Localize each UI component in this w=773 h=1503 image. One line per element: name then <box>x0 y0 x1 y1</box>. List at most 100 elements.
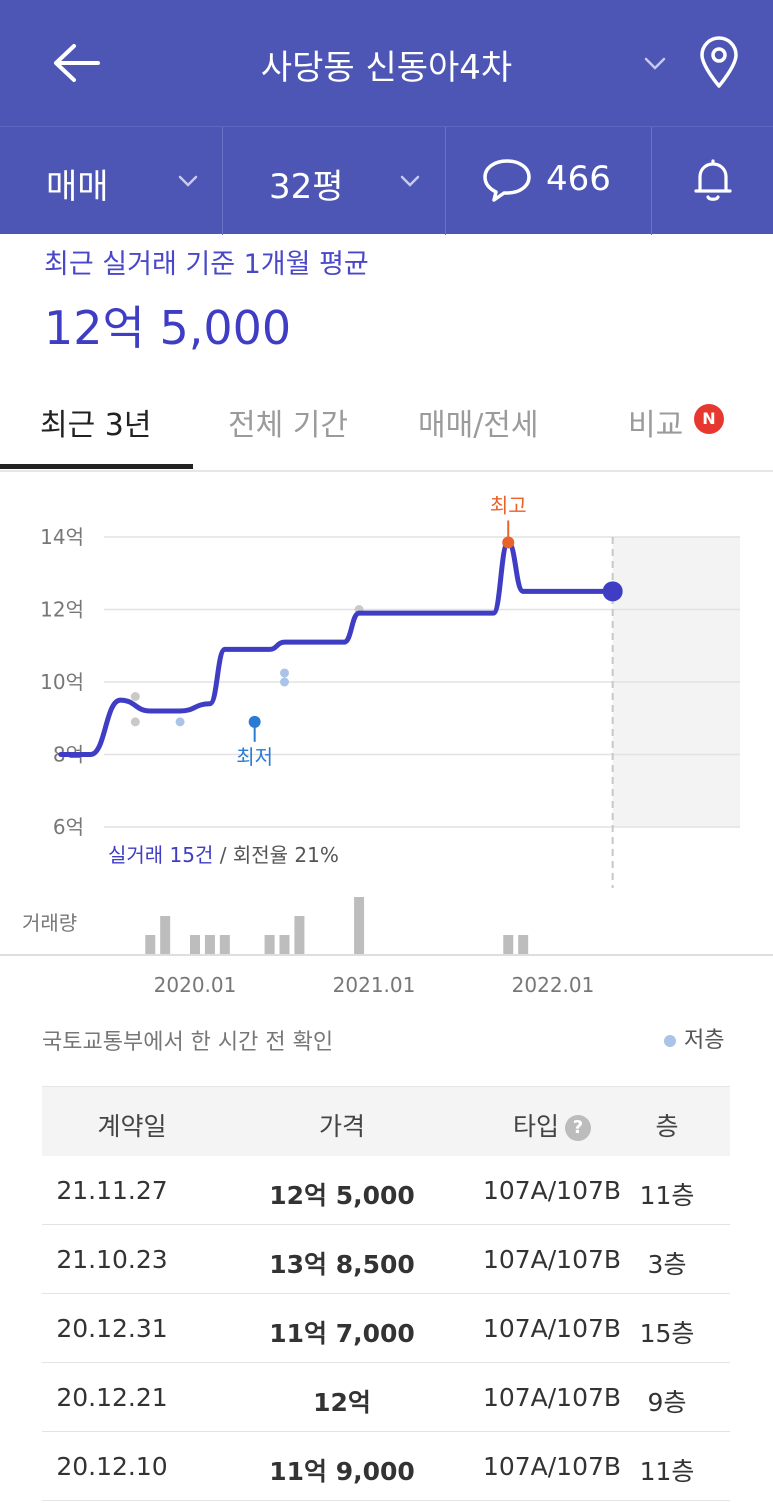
average-label: 최근 실거래 기준 1개월 평균 <box>44 249 369 280</box>
table-header: 계약일 가격 타입? 층 <box>42 1086 730 1156</box>
chat-bubble-icon <box>483 159 531 202</box>
chevron-down-icon <box>400 175 420 187</box>
turnover-rate: / 회전율 21% <box>213 843 338 867</box>
volume-bar <box>294 916 305 954</box>
volume-bar <box>160 916 171 954</box>
new-badge: N <box>694 404 724 434</box>
cell-floor: 11층 <box>639 1457 695 1486</box>
bell-icon <box>694 159 732 201</box>
trade-point <box>130 692 140 701</box>
cell-date: 20.12.10 <box>56 1452 168 1481</box>
cell-type: 107A/107B <box>482 1314 622 1343</box>
cell-floor: 3층 <box>647 1250 687 1279</box>
volume-bar <box>219 935 230 954</box>
y-tick-label: 10억 <box>40 670 84 694</box>
tab-trade-lease[interactable]: 매매/전세 <box>418 408 539 443</box>
header-floor: 층 <box>655 1112 679 1141</box>
location-pin-icon[interactable] <box>696 36 742 90</box>
y-tick-label: 12억 <box>40 598 84 622</box>
y-tick-label: 6억 <box>53 815 84 839</box>
low-floor-dot <box>664 1035 676 1047</box>
volume-bar <box>264 935 275 954</box>
cell-type: 107A/107B <box>482 1176 622 1205</box>
tab-compare[interactable]: 비교 <box>628 408 684 443</box>
price-chart[interactable]: 14억 12억 10억 8억 6억 최고 최저 실거래 15건 / 회전율 21% 거래량 202… <box>0 472 773 1012</box>
trade-stats: 실거래 15건 / 회전율 21% <box>108 843 339 867</box>
page-title[interactable]: 사당동 신동아4차 <box>260 48 513 88</box>
trade-point <box>130 717 140 727</box>
chevron-down-icon <box>178 175 198 187</box>
volume-bar <box>518 935 529 954</box>
period-tabs: 최근 3년 전체 기간 매매/전세 비교 N <box>0 380 773 472</box>
trade-count: 실거래 15건 <box>108 843 213 867</box>
low-floor-point <box>175 717 185 727</box>
cell-price: 13억 8,500 <box>269 1250 415 1279</box>
header-date: 계약일 <box>97 1112 167 1141</box>
average-price: 12억 5,000 <box>44 301 292 355</box>
volume-bar <box>204 935 215 954</box>
table-row[interactable]: 20.12.21 12억 107A/107B 9층 <box>42 1363 730 1432</box>
top-bar: 사당동 신동아4차 <box>0 0 773 126</box>
chevron-down-icon[interactable] <box>640 48 670 78</box>
header-type: 타입? <box>482 1107 622 1143</box>
x-tick-label: 2022.01 <box>512 973 595 997</box>
cell-floor: 9층 <box>647 1388 687 1417</box>
size-label: 32평 <box>269 167 344 207</box>
current-price-dot <box>602 581 623 602</box>
size-dropdown[interactable]: 32평 <box>223 127 445 235</box>
header-price: 가격 <box>318 1112 365 1141</box>
low-marker <box>248 715 261 728</box>
y-tick-label: 14억 <box>40 525 84 549</box>
table-row[interactable]: 21.11.27 12억 5,000 107A/107B 11층 <box>42 1156 730 1225</box>
cell-price: 11억 9,000 <box>269 1457 415 1486</box>
low-floor-point <box>280 668 289 678</box>
tab-all-period[interactable]: 전체 기간 <box>228 408 348 443</box>
tab-recent-3y[interactable]: 최근 3년 <box>40 408 152 443</box>
high-marker <box>502 536 515 549</box>
cell-price: 12억 5,000 <box>269 1181 415 1210</box>
filter-bar: 매매 32평 466 <box>0 126 773 235</box>
divider <box>222 127 223 235</box>
cell-date: 20.12.21 <box>56 1383 168 1412</box>
x-tick-label: 2020.01 <box>154 973 237 997</box>
cell-floor: 11층 <box>639 1181 695 1210</box>
cell-price: 11억 7,000 <box>269 1319 415 1348</box>
volume-bar <box>354 897 365 954</box>
trade-type-dropdown[interactable]: 매매 <box>0 127 222 235</box>
volume-bar <box>279 935 290 954</box>
active-tab-indicator <box>0 464 193 469</box>
cell-type: 107A/107B <box>482 1245 622 1274</box>
cell-date: 21.10.23 <box>56 1245 168 1274</box>
table-row[interactable]: 21.10.23 13억 8,500 107A/107B 3층 <box>42 1225 730 1294</box>
comments-button[interactable]: 466 <box>446 127 651 235</box>
header-type-label: 타입 <box>512 1112 559 1141</box>
trade-type-label: 매매 <box>46 167 109 207</box>
table-row[interactable]: 20.12.10 11억 9,000 107A/107B 11층 <box>42 1432 730 1501</box>
cell-price: 12억 <box>313 1388 371 1417</box>
volume-label: 거래량 <box>22 911 77 935</box>
low-floor-label: 저층 <box>684 1028 725 1053</box>
cell-date: 21.11.27 <box>56 1176 168 1205</box>
notification-button[interactable] <box>652 127 773 235</box>
divider <box>651 127 652 235</box>
comment-count: 466 <box>546 159 611 199</box>
volume-bar <box>145 935 156 954</box>
cell-type: 107A/107B <box>482 1383 622 1412</box>
source-note: 국토교통부에서 한 시간 전 확인 <box>42 1030 334 1055</box>
question-icon[interactable]: ? <box>565 1115 591 1141</box>
back-arrow-icon[interactable] <box>50 38 106 88</box>
cell-floor: 15층 <box>639 1319 695 1348</box>
x-tick-label: 2021.01 <box>333 973 416 997</box>
low-floor-point <box>280 677 289 687</box>
price-line <box>58 539 616 757</box>
cell-type: 107A/107B <box>482 1452 622 1481</box>
volume-bar <box>503 935 514 954</box>
volume-bar <box>190 935 200 954</box>
high-label: 최고 <box>490 493 527 517</box>
divider <box>445 127 446 235</box>
low-floor-legend: 저층 <box>664 1022 724 1054</box>
table-row[interactable]: 20.12.31 11억 7,000 107A/107B 15층 <box>42 1294 730 1363</box>
cell-date: 20.12.31 <box>56 1314 168 1343</box>
low-label: 최저 <box>236 745 273 769</box>
